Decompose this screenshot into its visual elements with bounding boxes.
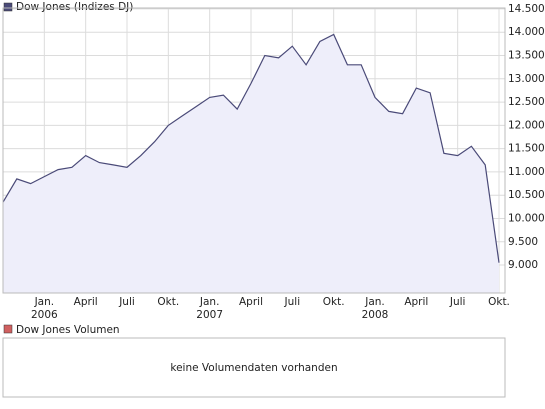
x-tick-label: April <box>74 296 98 308</box>
x-tick-label: Jan. <box>34 296 55 308</box>
x-tick-label: Juli <box>284 296 301 308</box>
volume-legend: Dow Jones Volumen <box>16 324 120 336</box>
legend-swatch <box>3 324 13 334</box>
legend-label: Dow Jones (Indizes DJ) <box>16 1 133 13</box>
x-tick-label: April <box>239 296 263 308</box>
x-tick-label: Okt. <box>488 296 510 308</box>
x-tick-label: Juli <box>449 296 466 308</box>
y-tick-label: 13.000 <box>508 73 545 85</box>
x-tick-label: Jan. <box>199 296 220 308</box>
volume-box <box>2 337 506 398</box>
x-tick-label: Juli <box>118 296 135 308</box>
x-year-label: 2006 <box>31 309 58 321</box>
y-tick-label: 12.500 <box>508 96 545 108</box>
y-tick-label: 10.000 <box>508 212 545 224</box>
y-tick-label: 13.500 <box>508 50 545 62</box>
legend-swatch <box>3 2 13 12</box>
volume-message: keine Volumendaten vorhanden <box>170 362 337 374</box>
plot-frame <box>2 7 506 294</box>
x-year-label: 2008 <box>362 309 389 321</box>
x-tick-label: Okt. <box>323 296 345 308</box>
y-tick-label: 11.000 <box>508 166 545 178</box>
y-tick-label: 14.000 <box>508 26 545 38</box>
area-fill <box>3 34 499 293</box>
x-tick-label: April <box>404 296 428 308</box>
y-tick-label: 11.500 <box>508 143 545 155</box>
line <box>3 33 500 263</box>
x-year-label: 2007 <box>196 309 223 321</box>
y-tick-label: 12.000 <box>508 119 545 131</box>
y-tick-label: 14.500 <box>508 3 545 15</box>
y-tick-label: 9.000 <box>508 259 538 271</box>
x-tick-label: Jan. <box>364 296 385 308</box>
y-tick-label: 9.500 <box>508 236 538 248</box>
x-tick-label: Okt. <box>157 296 179 308</box>
y-tick-label: 10.500 <box>508 189 545 201</box>
